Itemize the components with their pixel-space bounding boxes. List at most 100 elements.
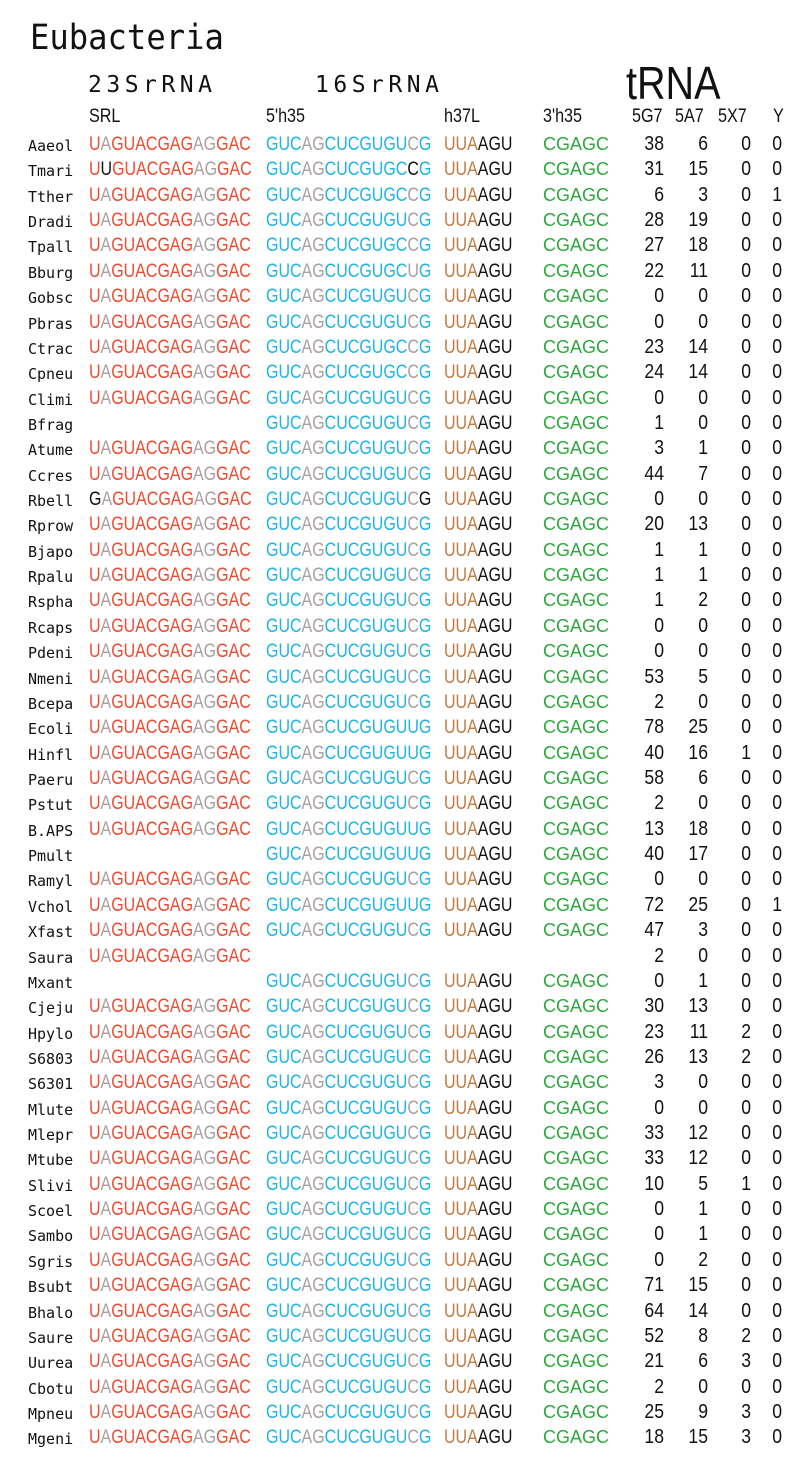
- count-5a7: 0: [698, 690, 708, 713]
- sequence-srl: UAGUACGAGAGGAC: [89, 1071, 251, 1094]
- sequence-srl: UAGUACGAGAGGAC: [89, 665, 251, 688]
- sequence-h35-3: CGAGC: [543, 412, 610, 434]
- sequence-h35-3: CGAGC: [543, 1123, 610, 1145]
- sequence-h35-5: GUCAGCUCGUGUUG: [266, 843, 432, 866]
- count-5x7: 0: [741, 1274, 751, 1297]
- sequence-h35-3: CGAGC: [543, 1249, 610, 1271]
- organism-name: S6301: [28, 1075, 74, 1094]
- count-5g7: 20: [644, 513, 664, 536]
- sequence-h35-3: CGAGC: [543, 793, 610, 815]
- sequence-h35-5: GUCAGCUCGUGUCG: [266, 1122, 432, 1145]
- count-5a7: 0: [698, 868, 708, 891]
- sequence-h35-3: CGAGC: [543, 311, 610, 333]
- count-y: 0: [772, 589, 782, 612]
- count-5a7: 5: [698, 665, 708, 688]
- sequence-h37l: UUAAGU: [444, 386, 513, 409]
- sequence-h35-3: CGAGC: [543, 641, 610, 663]
- sequence-h35-3: CGAGC: [543, 362, 610, 384]
- sequence-srl: UAGUACGAGAGGAC: [89, 614, 251, 637]
- sequence-h37l: UUAAGU: [444, 361, 513, 384]
- sequence-h35-5: GUCAGCUCGUGUCG: [266, 1071, 432, 1094]
- sequence-h35-5: GUCAGCUCGUGUCG: [266, 1350, 432, 1373]
- sequence-srl: UAGUACGAGAGGAC: [89, 1324, 251, 1347]
- count-5g7: 3: [654, 1071, 664, 1094]
- count-5g7: 23: [644, 335, 664, 358]
- sequence-h35-3: CGAGC: [543, 159, 610, 181]
- sequence-h37l: UUAAGU: [444, 1248, 513, 1271]
- col-header-y: Y: [773, 106, 784, 127]
- count-5g7: 0: [654, 969, 664, 992]
- sequence-h35-5: GUCAGCUCGUGUCG: [266, 1400, 432, 1423]
- sequence-h35-5: GUCAGCUCGUGUCG: [266, 1248, 432, 1271]
- sequence-h35-5: GUCAGCUCGUGCCG: [266, 234, 432, 257]
- count-5a7: 12: [688, 1147, 708, 1170]
- sequence-h35-5: GUCAGCUCGUGUCG: [266, 640, 432, 663]
- count-5g7: 0: [654, 1096, 664, 1119]
- count-5a7: 0: [698, 640, 708, 663]
- sequence-h37l: UUAAGU: [444, 183, 513, 206]
- count-5g7: 30: [644, 995, 664, 1018]
- count-5x7: 0: [741, 259, 751, 282]
- sequence-srl: UAGUACGAGAGGAC: [89, 1172, 251, 1195]
- count-5a7: 0: [698, 285, 708, 308]
- sequence-h37l: UUAAGU: [444, 919, 513, 942]
- count-y: 0: [772, 665, 782, 688]
- count-y: 0: [772, 259, 782, 282]
- count-5g7: 27: [644, 234, 664, 257]
- sequence-h35-5: GUCAGCUCGUGUCG: [266, 386, 432, 409]
- count-5a7: 18: [688, 817, 708, 840]
- count-y: 0: [772, 868, 782, 891]
- table-row: Atume UAGUACGAGAGGAC GUCAGCUCGUGUCG UUAAGU C…: [0, 437, 803, 462]
- count-5g7: 33: [644, 1147, 664, 1170]
- sequence-h35-3: CGAGC: [543, 1376, 610, 1398]
- sequence-h35-3: CGAGC: [543, 1427, 610, 1449]
- count-y: 0: [772, 1071, 782, 1094]
- count-y: 0: [772, 285, 782, 308]
- table-row: Pbras UAGUACGAGAGGAC GUCAGCUCGUGUCG UUAAGU C…: [0, 311, 803, 336]
- count-5g7: 53: [644, 665, 664, 688]
- sequence-srl: UAGUACGAGAGGAC: [89, 1096, 251, 1119]
- count-5x7: 0: [741, 614, 751, 637]
- count-5g7: 18: [644, 1426, 664, 1449]
- count-5g7: 0: [654, 1198, 664, 1221]
- count-5a7: 1: [698, 564, 708, 587]
- count-5x7: 0: [741, 437, 751, 460]
- count-5x7: 0: [741, 285, 751, 308]
- count-5x7: 1: [741, 741, 751, 764]
- count-5a7: 25: [688, 893, 708, 916]
- sequence-h35-5: GUCAGCUCGUGUCG: [266, 488, 432, 511]
- sequence-h35-3: CGAGC: [543, 1325, 610, 1347]
- count-5x7: 0: [741, 1122, 751, 1145]
- count-5x7: 0: [741, 690, 751, 713]
- sequence-srl: UAGUACGAGAGGAC: [89, 944, 251, 967]
- sequence-h37l: UUAAGU: [444, 335, 513, 358]
- count-5g7: 0: [654, 640, 664, 663]
- count-5a7: 11: [689, 1020, 708, 1043]
- count-5x7: 0: [741, 944, 751, 967]
- count-y: 0: [772, 817, 782, 840]
- count-5g7: 2: [654, 690, 664, 713]
- table-row: Pstut UAGUACGAGAGGAC GUCAGCUCGUGUCG UUAAGU C…: [0, 792, 803, 817]
- sequence-h37l: UUAAGU: [444, 234, 513, 257]
- count-5g7: 78: [644, 716, 664, 739]
- organism-name: Pstut: [28, 796, 74, 815]
- table-row: S6301 UAGUACGAGAGGAC GUCAGCUCGUGUCG UUAAGU C…: [0, 1071, 803, 1096]
- count-5g7: 72: [644, 893, 664, 916]
- sequence-h37l: UUAAGU: [444, 716, 513, 739]
- count-5x7: 0: [741, 1147, 751, 1170]
- count-y: 0: [772, 437, 782, 460]
- organism-name: Cpneu: [28, 365, 74, 384]
- table-row: Bfrag GUCAGCUCGUGUCG UUAAGU CGAGC 1 0 0 0: [0, 412, 803, 437]
- sequence-srl: UAGUACGAGAGGAC: [89, 589, 251, 612]
- count-5x7: 0: [741, 310, 751, 333]
- count-5x7: 1: [741, 1172, 751, 1195]
- sequence-srl: UAGUACGAGAGGAC: [89, 564, 251, 587]
- count-5a7: 15: [688, 1426, 708, 1449]
- sequence-h37l: UUAAGU: [444, 1426, 513, 1449]
- count-y: 0: [772, 1147, 782, 1170]
- count-y: 0: [772, 411, 782, 434]
- sequence-srl: UAGUACGAGAGGAC: [89, 259, 251, 282]
- count-5x7: 0: [741, 640, 751, 663]
- table-row: Bcepa UAGUACGAGAGGAC GUCAGCUCGUGUCG UUAAGU C…: [0, 691, 803, 716]
- sequence-h37l: UUAAGU: [444, 488, 513, 511]
